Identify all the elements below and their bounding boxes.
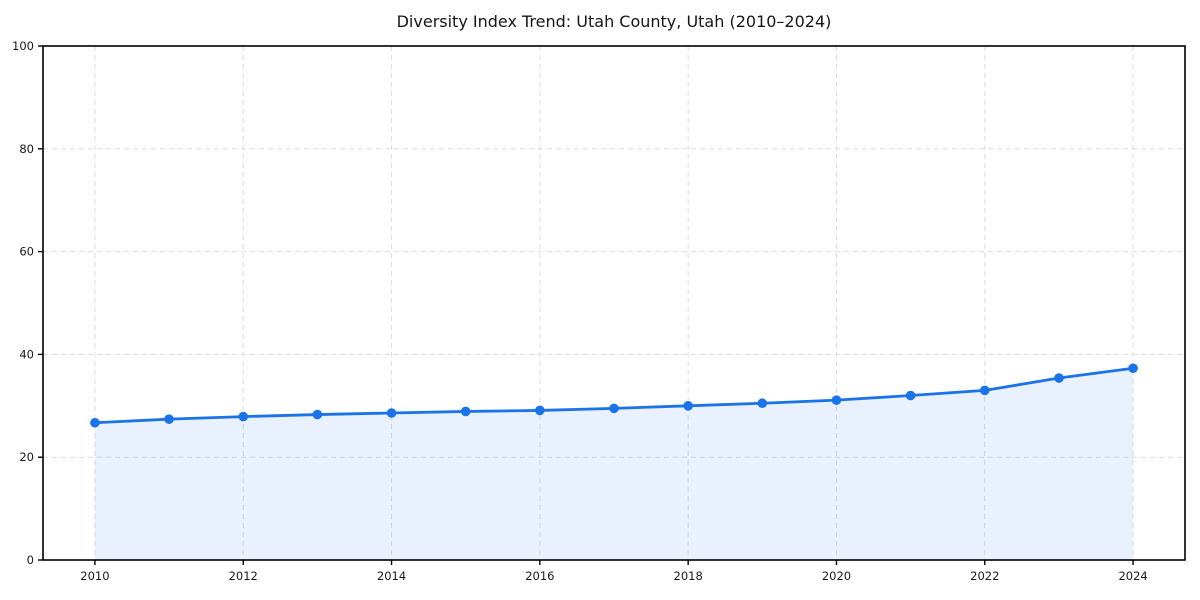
data-point-2023 bbox=[1054, 373, 1064, 383]
data-point-2015 bbox=[460, 406, 471, 417]
x-tick-label: 2022 bbox=[970, 569, 999, 583]
x-tick-label: 2020 bbox=[822, 569, 851, 583]
y-tick-label: 100 bbox=[12, 39, 34, 53]
x-tick-label: 2016 bbox=[525, 569, 554, 583]
data-point-2021 bbox=[905, 390, 916, 401]
data-point-2014 bbox=[386, 408, 397, 418]
x-tick-label: 2014 bbox=[377, 569, 406, 583]
data-point-2011 bbox=[164, 414, 174, 424]
data-point-2024 bbox=[1128, 363, 1138, 374]
y-tick-label: 40 bbox=[19, 347, 34, 361]
plot-border bbox=[42, 45, 1186, 561]
x-tick-label: 2024 bbox=[1118, 569, 1147, 583]
data-point-2017 bbox=[609, 403, 619, 414]
data-point-2012 bbox=[238, 411, 249, 422]
data-point-2020 bbox=[831, 395, 842, 405]
x-tick-label: 2012 bbox=[229, 569, 258, 583]
data-point-2013 bbox=[312, 409, 323, 420]
x-tick-label: 2010 bbox=[80, 569, 109, 583]
area-fill bbox=[94, 368, 1134, 560]
y-tick-label: 20 bbox=[19, 450, 34, 464]
data-point-2022 bbox=[979, 385, 990, 396]
y-tick-label: 60 bbox=[19, 245, 34, 259]
data-point-2019 bbox=[757, 398, 768, 409]
y-tick-label: 80 bbox=[19, 142, 34, 156]
data-point-2018 bbox=[683, 401, 693, 411]
chart-title: Diversity Index Trend: Utah County, Utah… bbox=[396, 12, 832, 31]
data-point-2016 bbox=[535, 405, 545, 416]
y-tick-label: 0 bbox=[27, 553, 34, 567]
data-point-2010 bbox=[90, 417, 100, 428]
x-tick-label: 2018 bbox=[674, 569, 703, 583]
